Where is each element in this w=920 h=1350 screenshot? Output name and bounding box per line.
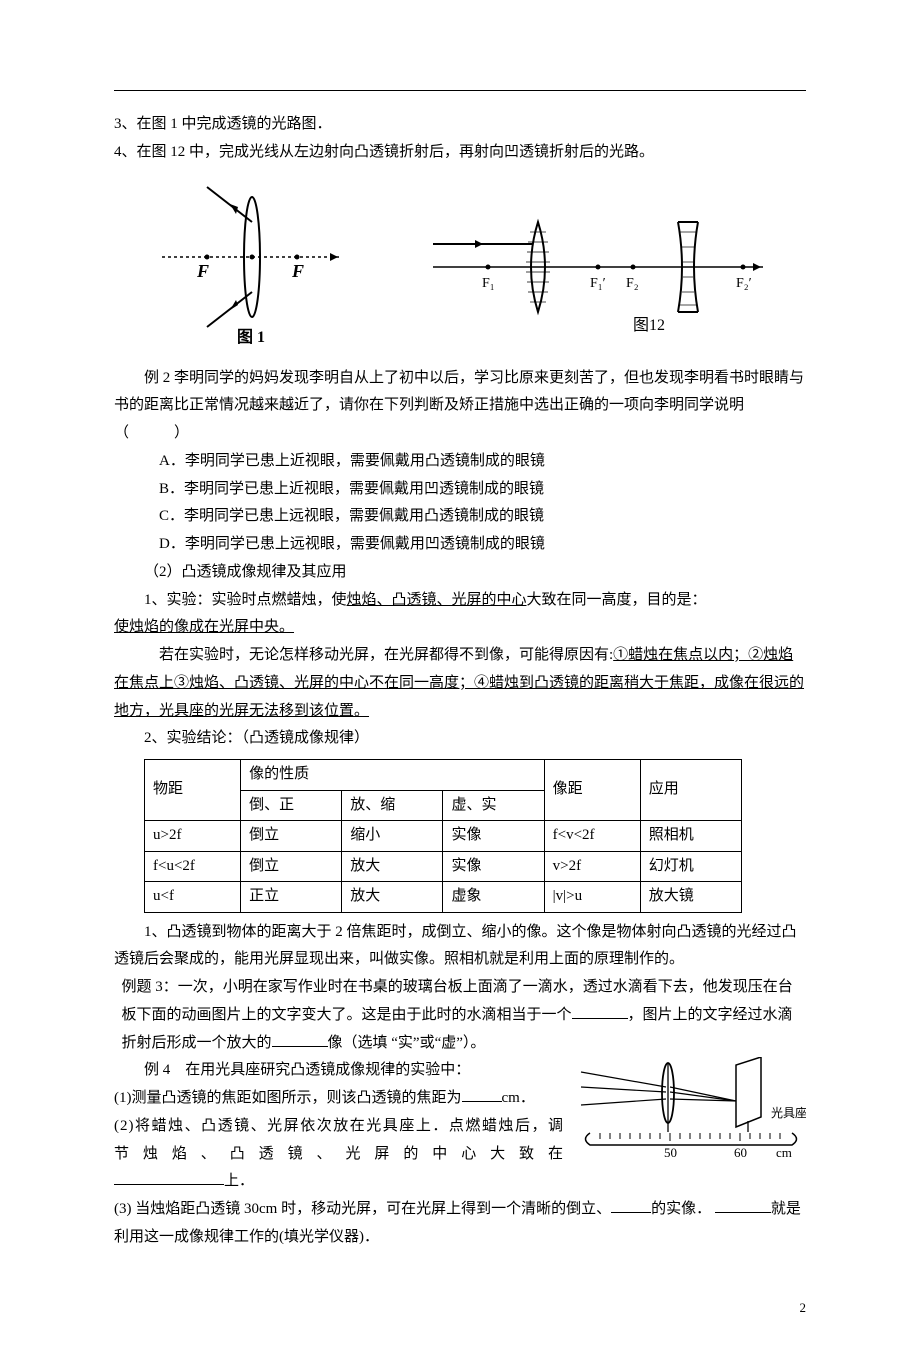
cell: |v|>u <box>544 882 640 913</box>
sec2-exp1: 1、实验：实验时点燃蜡烛，使烛焰、凸透镜、光屏的中心大致在同一高度，目的是： <box>114 587 806 615</box>
table-row: 物距 像的性质 像距 应用 <box>145 760 742 791</box>
ex3: 例题 3：一次，小明在家写作业时在书桌的玻璃台板上面滴了一滴水，透过水滴看下去，… <box>122 974 807 1057</box>
cell: v>2f <box>544 851 640 882</box>
cell: 照相机 <box>640 821 741 852</box>
sec2-exp1-u2-line: 使烛焰的像成在光屏中央。 <box>114 614 806 642</box>
cell: 实像 <box>443 851 544 882</box>
svg-text:F: F <box>291 261 304 281</box>
cell: 倒立 <box>241 851 342 882</box>
cell: 幻灯机 <box>640 851 741 882</box>
svg-text:光具座: 光具座 <box>771 1105 806 1120</box>
cell: u>2f <box>145 821 241 852</box>
blank <box>572 1003 628 1019</box>
cell: 正立 <box>241 882 342 913</box>
sec2-exp1-u1: 烛焰、凸透镜、光屏的中心 <box>347 592 527 608</box>
ex2-opt-d: D．李明同学已患上远视眼，需要佩戴用凹透镜制成的眼镜 <box>114 531 806 559</box>
cell: 实像 <box>443 821 544 852</box>
ex4-p2b: 上． <box>224 1173 254 1189</box>
table-row: u>2f 倒立 缩小 实像 f<v<2f 照相机 <box>145 821 742 852</box>
ex4-p3: (3) 当烛焰距凸透镜 30cm 时，移动光屏，可在光屏上得到一个清晰的倒立、 的… <box>114 1196 806 1252</box>
cell: 缩小 <box>342 821 443 852</box>
cell: 虚象 <box>443 882 544 913</box>
sec2-reason-a: 若在实验时，无论怎样移动光屏，在光屏都得不到像，可能得原因有: <box>159 647 613 663</box>
ex2-opt-a: A．李明同学已患上近视眼，需要佩戴用凸透镜制成的眼镜 <box>114 448 806 476</box>
cell: 放大 <box>342 851 443 882</box>
sec2-title: （2）凸透镜成像规律及其应用 <box>114 559 806 587</box>
svg-text:图12: 图12 <box>633 317 665 334</box>
blank <box>114 1169 224 1185</box>
svg-text:F₁′: F₁′ <box>590 276 606 291</box>
svg-text:F₁: F₁ <box>482 276 495 291</box>
note1: 1、凸透镜到物体的距离大于 2 倍焦距时，成倒立、缩小的像。这个像是物体射向凸透… <box>114 919 806 975</box>
sec2-exp1-b: 大致在同一高度，目的是： <box>527 592 707 608</box>
svg-text:F: F <box>196 261 209 281</box>
th-imgdist: 像距 <box>544 760 640 821</box>
blank <box>611 1197 651 1213</box>
table-row: f<u<2f 倒立 放大 实像 v>2f 幻灯机 <box>145 851 742 882</box>
ex4-p2b-line: 上． <box>114 1168 806 1196</box>
lens-table: 物距 像的性质 像距 应用 倒、正 放、缩 虚、实 u>2f 倒立 缩小 实像 … <box>144 759 742 913</box>
cell: u<f <box>145 882 241 913</box>
ex2-opt-b: B．李明同学已患上近视眼，需要佩戴用凹透镜制成的眼镜 <box>114 476 806 504</box>
cell: f<v<2f <box>544 821 640 852</box>
sec2-exp1-a: 1、实验：实验时点燃蜡烛，使 <box>144 592 347 608</box>
ex4-p3a: (3) 当烛焰距凸透镜 30cm 时，移动光屏，可在光屏上得到一个清晰的倒立、 <box>114 1201 611 1217</box>
ex3-c: 像（选填 “实”或“虚”）。 <box>328 1035 486 1051</box>
th-orient: 倒、正 <box>241 790 342 821</box>
ex2-intro: 例 2 李明同学的妈妈发现李明自从上了初中以后，学习比原来更刻苦了，但也发现李明… <box>114 365 806 448</box>
page-number: 2 <box>800 1296 807 1320</box>
th-objdist: 物距 <box>145 760 241 821</box>
figure-1: F F 图 1 <box>152 177 352 347</box>
th-app: 应用 <box>640 760 741 821</box>
cell: 放大 <box>342 882 443 913</box>
sec2-reason: 若在实验时，无论怎样移动光屏，在光屏都得不到像，可能得原因有:①蜡烛在焦点以内；… <box>114 642 806 725</box>
cell: f<u<2f <box>145 851 241 882</box>
cell: 倒立 <box>241 821 342 852</box>
optical-bench-figure: 光具座 50 60 cm <box>576 1057 806 1167</box>
svg-text:F₂: F₂ <box>626 276 639 291</box>
th-nature: 像的性质 <box>241 760 545 791</box>
cell: 放大镜 <box>640 882 741 913</box>
svg-text:50: 50 <box>664 1145 677 1160</box>
blank <box>462 1086 502 1102</box>
figure-12: F₁ F₁′ F₂ F₂′ 图12 <box>428 207 768 347</box>
blank <box>715 1197 771 1213</box>
svg-text:图 1: 图 1 <box>237 328 265 346</box>
line-3: 3、在图 1 中完成透镜的光路图． <box>114 111 806 139</box>
blank <box>272 1031 328 1047</box>
table-row: u<f 正立 放大 虚象 |v|>u 放大镜 <box>145 882 742 913</box>
ex4-p1b: cm． <box>502 1090 535 1106</box>
ex4-p1a: (1)测量凸透镜的焦距如图所示，则该凸透镜的焦距为 <box>114 1090 462 1106</box>
line-4: 4、在图 12 中，完成光线从左边射向凸透镜折射后，再射向凹透镜折射后的光路。 <box>114 139 806 167</box>
th-mag: 放、缩 <box>342 790 443 821</box>
diagram-row: F F 图 1 <box>114 177 806 347</box>
top-rule <box>114 90 806 91</box>
svg-text:F₂′: F₂′ <box>736 276 752 291</box>
th-real: 虚、实 <box>443 790 544 821</box>
sec2-exp2: 2、实验结论：（凸透镜成像规律） <box>114 725 806 753</box>
svg-text:60: 60 <box>734 1145 747 1160</box>
sec2-exp1-u2: 使烛焰的像成在光屏中央。 <box>114 619 294 635</box>
svg-text:cm: cm <box>776 1145 792 1160</box>
ex2-opt-c: C．李明同学已患上远视眼，需要佩戴用凸透镜制成的眼镜 <box>114 503 806 531</box>
ex4-p3b: 的实像． <box>651 1201 711 1217</box>
